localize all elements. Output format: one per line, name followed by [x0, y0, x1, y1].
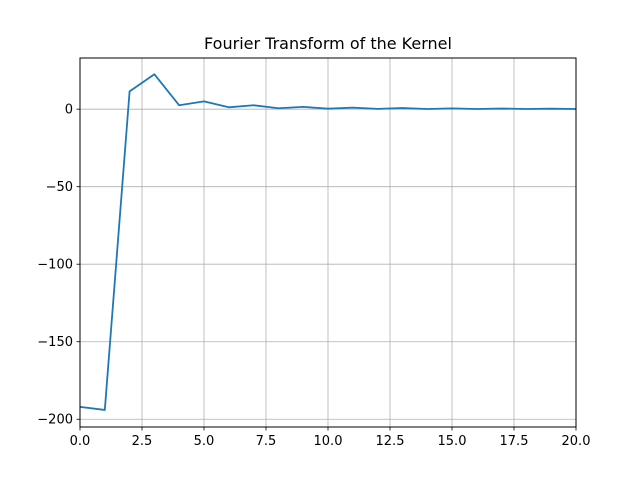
chart-title: Fourier Transform of the Kernel [204, 34, 452, 53]
x-tick-label: 10.0 [314, 434, 343, 449]
x-tick-label: 12.5 [376, 434, 405, 449]
x-axis-ticks: 0.0 2.5 5.0 7.5 10.0 12.5 15.0 17.5 20.0 [70, 427, 591, 449]
y-axis-ticks: 0 −50 −100 −150 −200 [37, 103, 80, 428]
x-tick-label: 2.5 [132, 434, 153, 449]
x-tick-label: 0.0 [70, 434, 91, 449]
y-tick-label: −200 [37, 413, 73, 428]
series-line [79, 73, 577, 411]
x-tick-label: 5.0 [194, 434, 215, 449]
y-tick-label: 0 [65, 103, 73, 118]
grid-lines [79, 58, 577, 427]
y-tick-label: −100 [37, 258, 73, 273]
x-tick-label: 20.0 [562, 434, 591, 449]
series-layer [79, 73, 577, 411]
x-tick-label: 7.5 [256, 434, 277, 449]
x-tick-label: 15.0 [438, 434, 467, 449]
y-tick-label: −150 [37, 335, 73, 350]
y-tick-label: −50 [46, 180, 73, 195]
x-tick-label: 17.5 [500, 434, 529, 449]
